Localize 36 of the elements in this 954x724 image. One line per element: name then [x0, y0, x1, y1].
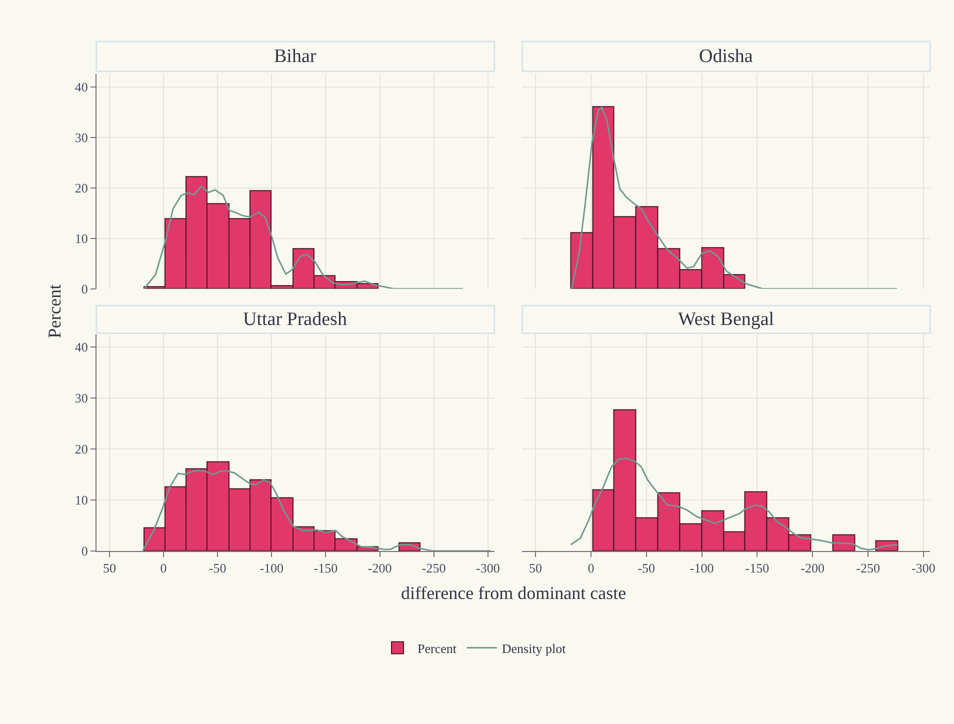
y-axis-title: Percent — [44, 284, 64, 338]
y-tick-label: 40 — [74, 340, 88, 355]
line-series — [142, 470, 492, 551]
x-tick-label: 0 — [160, 560, 167, 576]
x-tick-label: -100 — [260, 560, 284, 576]
x-tick-label: 50 — [102, 560, 116, 576]
y-tick-label: 30 — [74, 130, 88, 145]
x-axis-title: difference from dominant caste — [401, 583, 626, 603]
y-tick-label: 40 — [74, 79, 88, 94]
y-tick-label: 10 — [74, 230, 88, 246]
x-tick-label: 50 — [529, 560, 542, 576]
chart-title: Uttar Pradesh — [243, 309, 348, 330]
x-tick-label: -50 — [208, 560, 226, 576]
x-tick-label: -200 — [368, 560, 392, 576]
chart-title: West Bengal — [678, 309, 774, 330]
legend-label: Density plot — [502, 640, 566, 656]
x-tick-label: -250 — [856, 560, 880, 576]
chart-title: Odisha — [699, 46, 754, 67]
x-tick-label: -50 — [638, 560, 656, 576]
x-tick-label: -300 — [912, 560, 936, 576]
x-tick-label: -150 — [745, 560, 770, 576]
line-series — [143, 186, 464, 289]
y-tick-label: 30 — [74, 390, 88, 406]
y-tick-label: 10 — [74, 492, 88, 508]
x-tick-label: -250 — [422, 560, 446, 576]
x-tick-label: -100 — [690, 560, 714, 576]
chart-title: Bihar — [274, 46, 317, 67]
x-tick-label: -300 — [476, 560, 500, 576]
y-tick-label: 20 — [74, 441, 88, 456]
y-tick-label: 20 — [74, 180, 88, 196]
x-tick-label: -150 — [314, 560, 338, 576]
y-tick-label: 0 — [81, 281, 88, 296]
legend-label: Percent — [418, 640, 457, 656]
x-tick-label: 0 — [588, 560, 594, 576]
x-tick-label: -200 — [800, 560, 825, 576]
y-tick-label: 0 — [81, 543, 88, 558]
